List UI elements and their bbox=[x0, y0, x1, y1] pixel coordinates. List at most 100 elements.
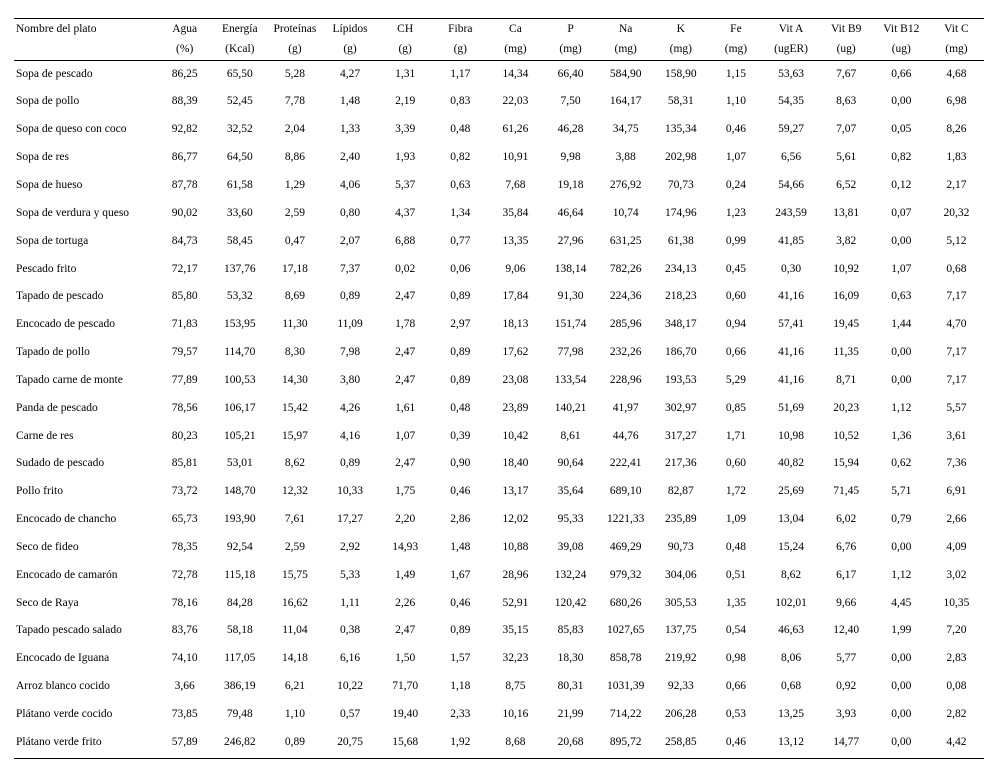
cell-value: 19,18 bbox=[543, 172, 598, 200]
col-unit-ca: (mg) bbox=[488, 40, 543, 60]
cell-value: 2,26 bbox=[378, 590, 433, 618]
cell-value: 58,18 bbox=[212, 617, 267, 645]
cell-value: 92,54 bbox=[212, 534, 267, 562]
table-row: Tapado carne de monte77,89100,5314,303,8… bbox=[14, 367, 984, 395]
cell-value: 18,30 bbox=[543, 645, 598, 673]
cell-value: 0,82 bbox=[433, 144, 488, 172]
cell-value: 0,83 bbox=[433, 88, 488, 116]
table-row: Plátano verde frito57,89246,820,8920,751… bbox=[14, 729, 984, 758]
cell-value: 92,33 bbox=[653, 673, 708, 701]
cell-value: 84,28 bbox=[212, 590, 267, 618]
col-unit-na: (mg) bbox=[598, 40, 653, 60]
cell-value: 6,91 bbox=[929, 478, 984, 506]
cell-value: 1,61 bbox=[378, 395, 433, 423]
cell-value: 53,63 bbox=[763, 60, 818, 88]
cell-value: 1031,39 bbox=[598, 673, 653, 701]
cell-value: 1,78 bbox=[378, 311, 433, 339]
table-row: Encocado de chancho65,73193,907,6117,272… bbox=[14, 506, 984, 534]
cell-value: 4,09 bbox=[929, 534, 984, 562]
table-row: Carne de res80,23105,2115,974,161,070,39… bbox=[14, 423, 984, 451]
dish-name: Seco de Raya bbox=[14, 590, 157, 618]
cell-value: 0,85 bbox=[708, 395, 763, 423]
cell-value: 8,68 bbox=[488, 729, 543, 758]
cell-value: 72,17 bbox=[157, 256, 212, 284]
table-row: Sopa de verdura y queso90,0233,602,590,8… bbox=[14, 200, 984, 228]
cell-value: 2,47 bbox=[378, 283, 433, 311]
cell-value: 4,45 bbox=[874, 590, 929, 618]
cell-value: 164,17 bbox=[598, 88, 653, 116]
cell-value: 8,71 bbox=[819, 367, 874, 395]
dish-name: Tapado carne de monte bbox=[14, 367, 157, 395]
cell-value: 10,35 bbox=[929, 590, 984, 618]
cell-value: 32,52 bbox=[212, 116, 267, 144]
cell-value: 7,20 bbox=[929, 617, 984, 645]
cell-value: 5,28 bbox=[267, 60, 322, 88]
cell-value: 689,10 bbox=[598, 478, 653, 506]
cell-value: 202,98 bbox=[653, 144, 708, 172]
cell-value: 2,47 bbox=[378, 617, 433, 645]
cell-value: 6,88 bbox=[378, 228, 433, 256]
cell-value: 228,96 bbox=[598, 367, 653, 395]
cell-value: 1,93 bbox=[378, 144, 433, 172]
cell-value: 54,66 bbox=[763, 172, 818, 200]
cell-value: 9,98 bbox=[543, 144, 598, 172]
cell-value: 12,40 bbox=[819, 617, 874, 645]
col-unit-k: (mg) bbox=[653, 40, 708, 60]
dish-name: Sopa de pescado bbox=[14, 60, 157, 88]
cell-value: 4,70 bbox=[929, 311, 984, 339]
cell-value: 138,14 bbox=[543, 256, 598, 284]
cell-value: 21,99 bbox=[543, 701, 598, 729]
cell-value: 14,93 bbox=[378, 534, 433, 562]
cell-value: 14,77 bbox=[819, 729, 874, 758]
cell-value: 1,49 bbox=[378, 562, 433, 590]
cell-value: 10,33 bbox=[322, 478, 377, 506]
table-row: Pollo frito73,72148,7012,3210,331,750,46… bbox=[14, 478, 984, 506]
cell-value: 0,92 bbox=[819, 673, 874, 701]
cell-value: 0,00 bbox=[874, 645, 929, 673]
table-row: Plátano verde cocido73,8579,481,100,5719… bbox=[14, 701, 984, 729]
cell-value: 132,24 bbox=[543, 562, 598, 590]
cell-value: 12,02 bbox=[488, 506, 543, 534]
cell-value: 0,62 bbox=[874, 450, 929, 478]
cell-value: 71,83 bbox=[157, 311, 212, 339]
cell-value: 7,68 bbox=[488, 172, 543, 200]
cell-value: 680,26 bbox=[598, 590, 653, 618]
cell-value: 52,45 bbox=[212, 88, 267, 116]
cell-value: 0,24 bbox=[708, 172, 763, 200]
table-row: Sopa de hueso87,7861,581,294,065,370,637… bbox=[14, 172, 984, 200]
cell-value: 0,30 bbox=[763, 256, 818, 284]
cell-value: 0,60 bbox=[708, 450, 763, 478]
cell-value: 6,16 bbox=[322, 645, 377, 673]
cell-value: 65,50 bbox=[212, 60, 267, 88]
cell-value: 17,62 bbox=[488, 339, 543, 367]
dish-name: Plátano verde frito bbox=[14, 729, 157, 758]
cell-value: 0,00 bbox=[874, 339, 929, 367]
cell-value: 0,77 bbox=[433, 228, 488, 256]
cell-value: 0,89 bbox=[267, 729, 322, 758]
cell-value: 4,26 bbox=[322, 395, 377, 423]
cell-value: 23,89 bbox=[488, 395, 543, 423]
cell-value: 20,75 bbox=[322, 729, 377, 758]
col-unit-fibra: (g) bbox=[433, 40, 488, 60]
cell-value: 85,83 bbox=[543, 617, 598, 645]
cell-value: 11,30 bbox=[267, 311, 322, 339]
cell-value: 0,94 bbox=[708, 311, 763, 339]
cell-value: 158,90 bbox=[653, 60, 708, 88]
cell-value: 1,34 bbox=[433, 200, 488, 228]
table-row: Sudado de pescado85,8153,018,620,892,470… bbox=[14, 450, 984, 478]
cell-value: 4,16 bbox=[322, 423, 377, 451]
cell-value: 13,81 bbox=[819, 200, 874, 228]
cell-value: 979,32 bbox=[598, 562, 653, 590]
cell-value: 1027,65 bbox=[598, 617, 653, 645]
cell-value: 11,35 bbox=[819, 339, 874, 367]
cell-value: 1,11 bbox=[322, 590, 377, 618]
col-header-energia: Energía bbox=[212, 19, 267, 40]
cell-value: 317,27 bbox=[653, 423, 708, 451]
col-unit-ch: (g) bbox=[378, 40, 433, 60]
cell-value: 28,96 bbox=[488, 562, 543, 590]
cell-value: 51,69 bbox=[763, 395, 818, 423]
cell-value: 3,66 bbox=[157, 673, 212, 701]
cell-value: 0,68 bbox=[763, 673, 818, 701]
cell-value: 1,33 bbox=[322, 116, 377, 144]
cell-value: 4,68 bbox=[929, 60, 984, 88]
